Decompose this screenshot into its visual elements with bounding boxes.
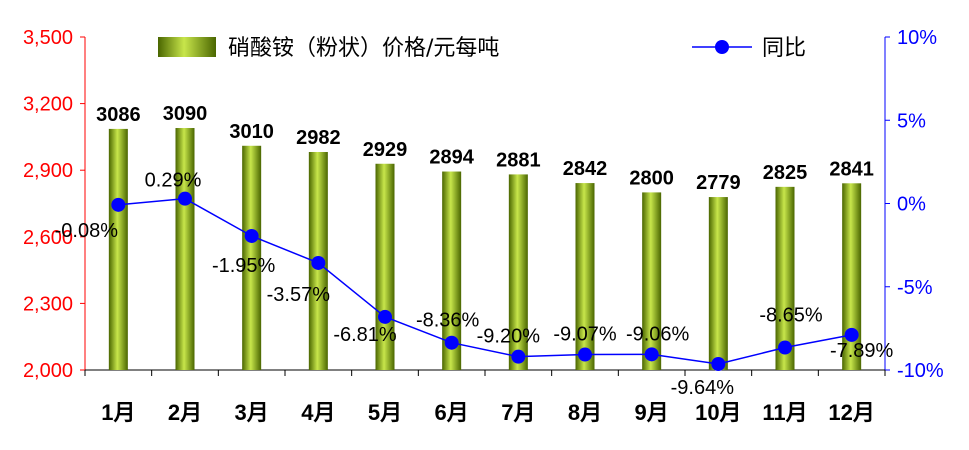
bar [775, 186, 795, 370]
legend-line-marker [715, 40, 729, 54]
bar-value-label: 3090 [163, 103, 208, 125]
bar-value-label: 3010 [229, 121, 274, 143]
yoy-value-label: -9.20% [477, 326, 541, 348]
yoy-marker [311, 255, 326, 270]
legend-line-label: 同比 [762, 36, 806, 61]
bar [642, 192, 662, 370]
yoy-marker [778, 340, 792, 355]
bar-value-label: 2929 [363, 139, 408, 161]
yoy-value-label: -7.89% [830, 340, 894, 362]
yoy-marker [711, 357, 726, 372]
line-series [111, 191, 859, 372]
yoy-value-label: -8.65% [759, 305, 823, 327]
category-label: 7月 [501, 400, 535, 425]
yoy-marker [178, 191, 192, 206]
right-axis-tick-label: -10% [897, 360, 944, 382]
bar [108, 128, 128, 370]
category-label: 12月 [828, 400, 874, 425]
legend-bar-swatch [158, 37, 216, 57]
yoy-marker [844, 327, 859, 342]
bar-value-label: 2894 [429, 147, 474, 169]
category-label: 5月 [368, 400, 402, 425]
yoy-value-label: -6.81% [333, 324, 397, 346]
yoy-marker [511, 349, 526, 364]
axes: 2,000 2,300 2,600 2,900 3,200 3,500 -10% -5% 0% 5… [23, 27, 944, 382]
yoy-marker [111, 197, 126, 212]
yoy-marker [444, 335, 459, 350]
right-axis-tick-label: -5% [897, 277, 933, 299]
category-label: 1月 [101, 400, 135, 425]
yoy-marker [378, 309, 392, 324]
legend-bar-label: 硝酸铵（粉状）价格/元每吨 [228, 36, 499, 61]
left-axis-tick-label: 3,200 [23, 94, 73, 116]
yoy-marker [578, 347, 592, 362]
bar-value-label: 2982 [296, 127, 341, 149]
bar [442, 171, 462, 370]
right-axis-tick-label: 0% [897, 194, 926, 216]
yoy-value-label: -8.36% [416, 310, 480, 332]
category-label: 8月 [568, 400, 602, 425]
left-axis-tick-label: 2,300 [23, 293, 73, 315]
bar [842, 183, 862, 370]
yoy-value-label: -1.95% [212, 255, 276, 277]
left-axis-tick-label: 2,600 [23, 227, 73, 249]
right-axis-tick-label: 10% [897, 27, 937, 49]
yoy-marker [244, 228, 259, 243]
bar-value-label: 2779 [696, 172, 741, 194]
yoy-value-label: -3.57% [267, 284, 331, 306]
left-axis-tick-label: 3,500 [23, 27, 73, 49]
category-label: 10月 [695, 400, 741, 425]
yoy-value-label: -9.07% [553, 324, 617, 346]
left-axis-tick-label: 2,900 [23, 160, 73, 182]
bar-labels: 3086 3090 3010 2982 2929 2894 2881 2842 2800 2779… [96, 103, 874, 194]
yoy-value-label: 0.29% [145, 170, 202, 192]
left-axis-tick-label: 2,000 [23, 360, 73, 382]
yoy-marker [644, 347, 659, 362]
legend: 硝酸铵（粉状）价格/元每吨 同比 [158, 36, 806, 61]
right-axis-tick-label: 5% [897, 110, 926, 132]
bar-value-label: 2881 [496, 149, 541, 171]
category-labels: 1月 2月 3月 4月 5月 6月 7月 8月 9月 10月 11月 12月 [101, 400, 875, 425]
bar-value-label: 2825 [763, 162, 808, 184]
yoy-value-label: -0.08% [55, 220, 119, 242]
bar [708, 197, 728, 370]
category-label: 11月 [762, 400, 807, 425]
category-label: 6月 [435, 400, 469, 425]
category-label: 2月 [168, 400, 202, 425]
yoy-line [118, 197, 852, 365]
bar [575, 183, 595, 370]
yoy-value-label: -9.64% [671, 377, 735, 399]
bar [242, 145, 262, 370]
category-label: 3月 [235, 400, 269, 425]
bar-value-label: 2842 [563, 158, 608, 180]
line-labels: -0.08% 0.29% -1.95% -3.57%-6.81% -8.36%-9.20… [55, 170, 894, 399]
bar-value-label: 2841 [829, 158, 874, 180]
bar [508, 174, 528, 370]
bar-value-label: 2800 [629, 167, 674, 189]
yoy-value-label: -9.06% [626, 323, 690, 345]
bar-value-label: 3086 [96, 104, 141, 126]
bar [175, 128, 195, 370]
category-label: 9月 [635, 400, 669, 425]
category-label: 4月 [301, 400, 335, 425]
